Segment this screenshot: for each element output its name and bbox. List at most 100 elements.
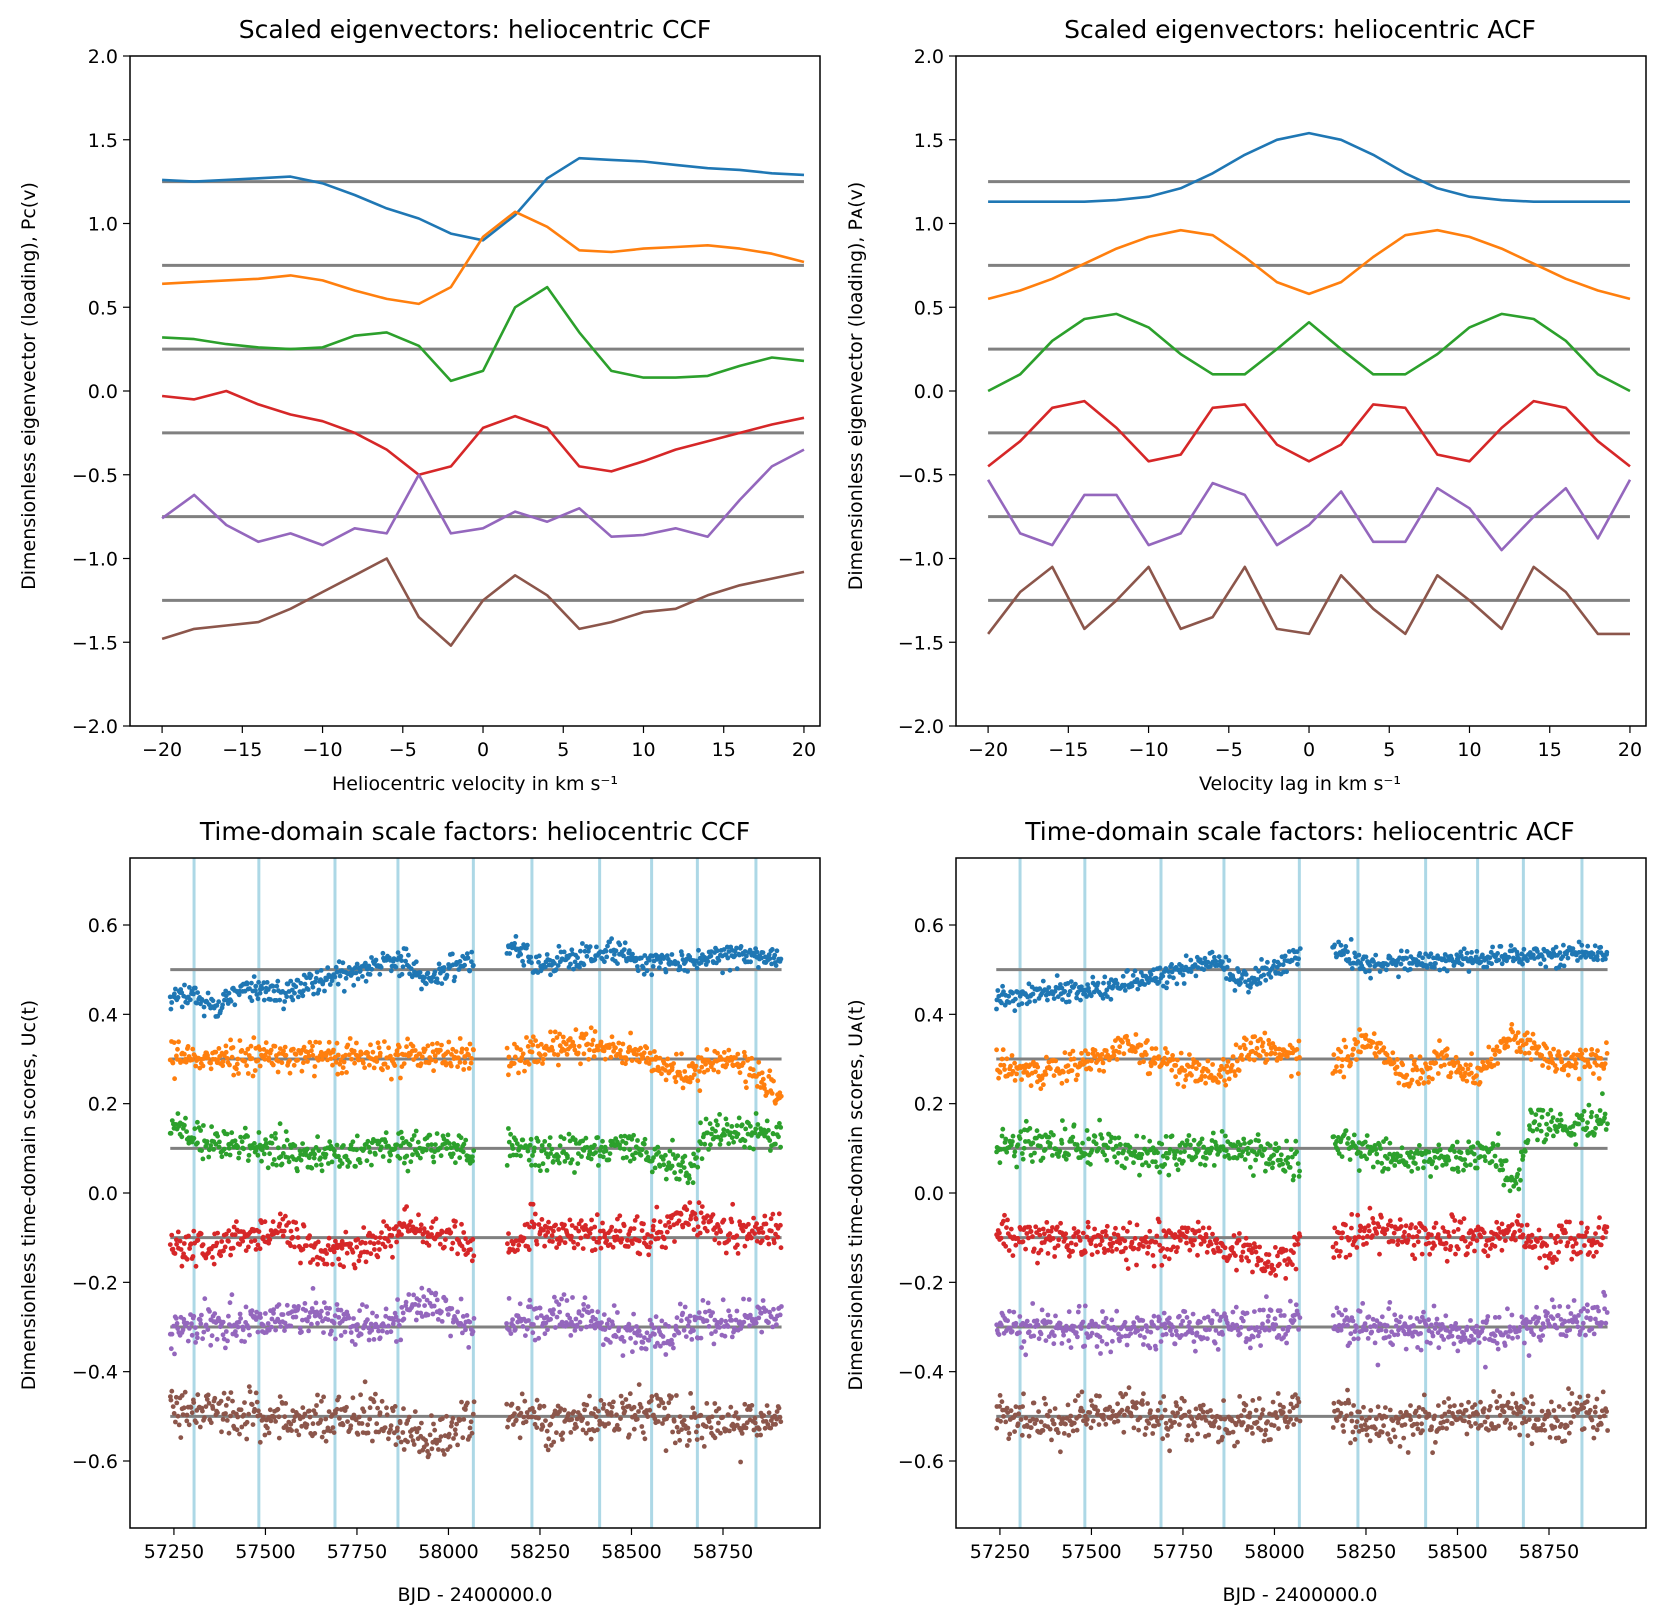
data-point xyxy=(1539,1053,1545,1058)
x-tick-label: −20 xyxy=(968,739,1008,761)
data-point xyxy=(300,1141,305,1146)
data-point xyxy=(295,1057,300,1063)
data-point xyxy=(1426,1079,1431,1085)
data-point xyxy=(759,1070,765,1076)
data-point xyxy=(591,1054,597,1059)
data-point xyxy=(457,1417,463,1423)
data-point xyxy=(1543,964,1549,970)
data-point xyxy=(530,1034,536,1040)
data-point xyxy=(705,1067,711,1073)
data-point xyxy=(767,956,773,961)
data-point xyxy=(1037,986,1043,992)
data-point xyxy=(471,1148,477,1153)
data-point xyxy=(626,1321,632,1327)
data-point xyxy=(239,1424,245,1430)
data-point xyxy=(216,999,222,1005)
data-point xyxy=(1009,1053,1015,1058)
data-point xyxy=(692,1415,698,1420)
data-point xyxy=(244,981,250,987)
data-point xyxy=(571,1245,577,1251)
data-point xyxy=(302,1411,308,1417)
data-point xyxy=(1105,994,1110,999)
data-point xyxy=(184,1412,190,1418)
data-point xyxy=(314,969,320,975)
data-point xyxy=(560,1430,566,1436)
data-point xyxy=(368,1251,374,1257)
data-point xyxy=(733,1317,739,1323)
series-points-2 xyxy=(167,1025,784,1106)
data-point xyxy=(513,1137,518,1143)
data-point xyxy=(388,1427,393,1432)
data-point xyxy=(589,1308,595,1314)
data-point xyxy=(461,1230,467,1235)
data-point xyxy=(360,974,365,979)
data-point xyxy=(629,1058,635,1063)
data-point xyxy=(692,1067,698,1073)
data-point xyxy=(391,1318,397,1324)
data-point xyxy=(623,1397,629,1402)
data-point xyxy=(236,1155,242,1161)
data-point xyxy=(311,1155,317,1161)
data-point xyxy=(460,1149,466,1155)
data-point xyxy=(573,1316,579,1322)
data-point xyxy=(757,1306,762,1311)
x-tick-label: 15 xyxy=(1538,739,1562,761)
data-point xyxy=(433,1216,439,1222)
data-point xyxy=(612,952,617,957)
data-point xyxy=(174,1321,180,1326)
data-point xyxy=(1297,946,1303,951)
data-point xyxy=(439,1319,445,1324)
data-point xyxy=(246,1152,252,1158)
data-point xyxy=(769,1091,775,1096)
data-point xyxy=(425,1142,431,1148)
data-point xyxy=(1394,1057,1400,1062)
data-point xyxy=(180,1412,186,1417)
data-point xyxy=(270,1062,276,1068)
data-point xyxy=(752,1231,757,1236)
y-tick-label: 0.0 xyxy=(88,381,118,403)
data-point xyxy=(228,1390,234,1395)
data-point xyxy=(236,1150,242,1156)
data-point xyxy=(463,1236,468,1242)
data-point xyxy=(512,1327,518,1332)
data-point xyxy=(350,1139,356,1145)
data-point xyxy=(721,1050,727,1055)
data-point xyxy=(604,954,610,960)
data-point xyxy=(282,999,288,1004)
data-point xyxy=(232,1232,238,1238)
data-point xyxy=(242,1400,247,1405)
data-point xyxy=(652,1416,658,1422)
data-point xyxy=(464,951,470,957)
data-point xyxy=(574,1322,580,1328)
data-point xyxy=(193,1340,199,1345)
data-point xyxy=(351,1316,356,1321)
data-point xyxy=(659,1318,665,1324)
data-point xyxy=(280,1401,285,1406)
data-point xyxy=(995,988,1001,993)
data-point xyxy=(211,1261,217,1267)
data-point xyxy=(766,1074,772,1079)
data-point xyxy=(471,1253,477,1259)
data-point xyxy=(193,1325,198,1330)
data-point xyxy=(1205,1068,1211,1074)
data-point xyxy=(549,1233,555,1238)
data-point xyxy=(1000,983,1005,989)
data-point xyxy=(672,1332,677,1338)
data-point xyxy=(375,1040,381,1046)
data-point xyxy=(230,1245,236,1251)
data-point xyxy=(657,1219,663,1225)
x-tick-label: −10 xyxy=(303,739,343,761)
panel-acf-time-domain: Time-domain scale factors: heliocentric … xyxy=(845,817,1647,1606)
data-point xyxy=(335,1052,341,1058)
data-point xyxy=(223,1151,229,1157)
data-point xyxy=(777,1414,783,1420)
data-point xyxy=(1331,1052,1337,1058)
x-tick-label: 5 xyxy=(557,739,569,761)
data-point xyxy=(281,1228,287,1234)
data-point xyxy=(517,1435,523,1441)
data-point xyxy=(1085,982,1090,987)
data-point xyxy=(1001,989,1006,995)
data-point xyxy=(759,1329,765,1335)
data-point xyxy=(338,1307,344,1313)
data-point xyxy=(1044,1054,1049,1060)
